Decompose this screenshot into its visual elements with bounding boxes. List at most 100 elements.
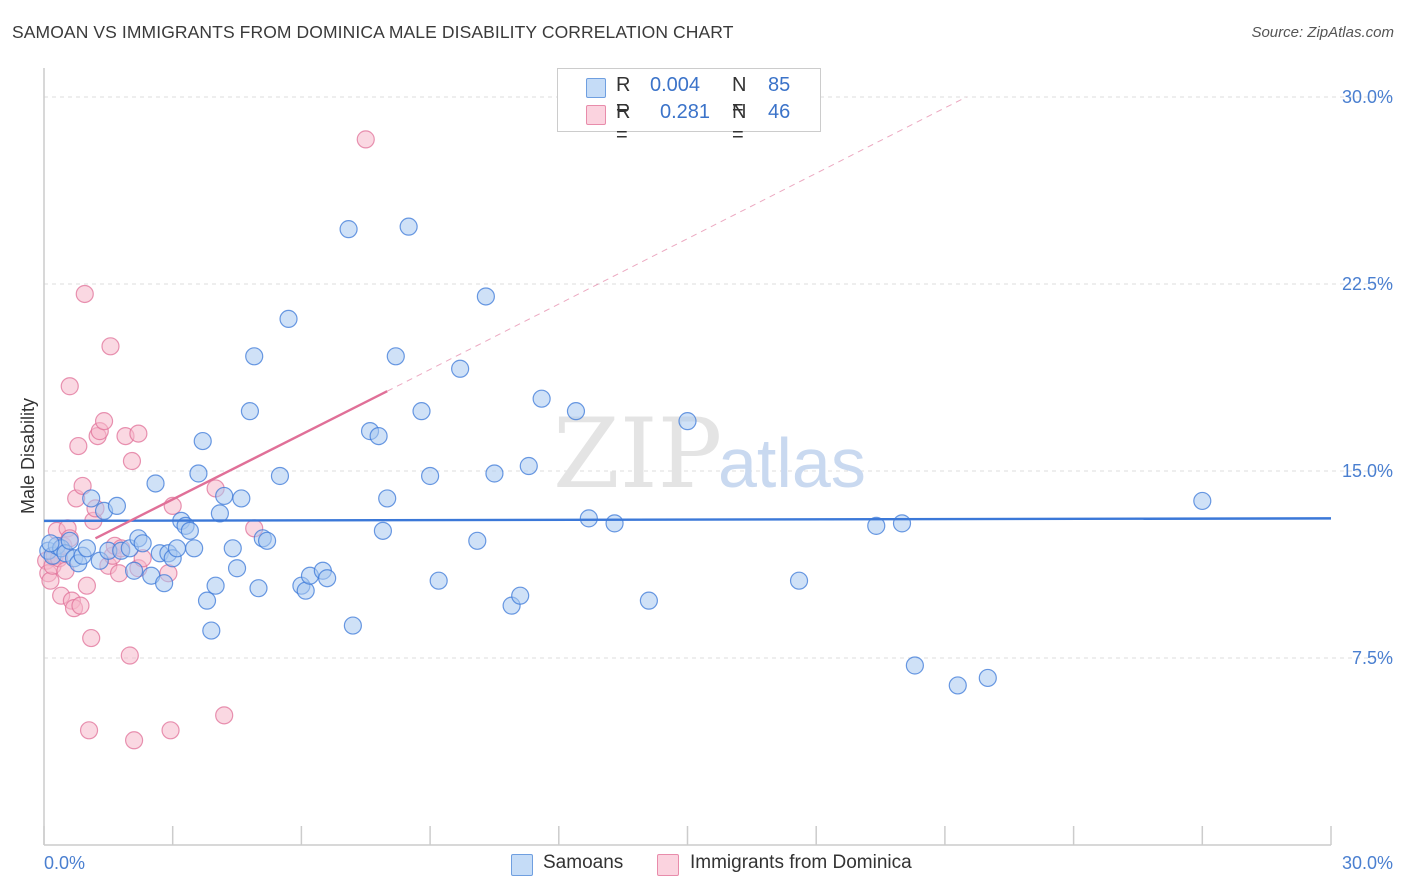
- samoans-point: [948, 676, 967, 695]
- dominica-trend-line: [94, 390, 388, 540]
- samoans-point: [240, 402, 260, 421]
- samoans-point: [197, 591, 217, 610]
- dominica-point: [356, 130, 375, 149]
- samoans-point: [206, 576, 225, 595]
- samoans-point: [369, 426, 388, 446]
- samoans-point: [978, 668, 997, 688]
- dominica-point: [79, 721, 99, 740]
- y-tick-label: 7.5%: [1352, 648, 1393, 668]
- samoans-point: [566, 402, 586, 421]
- samoans-point: [867, 516, 886, 535]
- samoans-point: [579, 509, 598, 528]
- legend-r-label: R =: [616, 101, 631, 146]
- samoans-point: [639, 591, 658, 610]
- samoans-point: [124, 561, 144, 580]
- samoans-point: [451, 359, 470, 378]
- samoans-trend-line: [43, 517, 1332, 523]
- y-tick-label: 15.0%: [1342, 461, 1393, 481]
- samoans-point: [905, 656, 924, 675]
- samoans-point: [318, 569, 337, 588]
- samoans-point: [107, 496, 127, 516]
- legend-r-value: 0.281: [660, 101, 711, 123]
- dominica-point: [73, 476, 92, 496]
- samoans-point: [185, 539, 204, 558]
- samoans-point: [789, 571, 809, 590]
- dominica-point: [124, 731, 144, 750]
- samoans-point: [532, 389, 551, 408]
- dominica-point: [101, 337, 120, 356]
- bottom-legend-label-samoans: Samoans: [543, 852, 624, 873]
- samoans-point: [232, 489, 251, 508]
- samoans-point: [476, 287, 495, 306]
- samoans-point: [386, 347, 405, 366]
- samoans-point: [193, 431, 212, 451]
- samoans-point: [257, 531, 277, 550]
- samoans-point: [339, 220, 358, 239]
- samoans-point: [249, 579, 268, 598]
- legend-n-value: 46: [768, 101, 791, 123]
- dominica-trend-extension: [386, 96, 967, 392]
- dominica-point: [82, 628, 101, 648]
- legend-r-label: R =: [616, 74, 631, 119]
- dominica-point: [109, 564, 129, 583]
- legend-n-label: N =: [732, 74, 747, 119]
- dominica-point: [69, 436, 88, 456]
- y-axis-label: Male Disability: [18, 398, 38, 514]
- y-tick-label: 30.0%: [1342, 87, 1393, 107]
- samoans-point: [399, 217, 418, 236]
- samoans-point: [77, 539, 97, 558]
- samoans-point: [296, 581, 315, 600]
- samoans-point: [343, 616, 362, 635]
- watermark: ZIP atlas: [553, 398, 866, 510]
- dominica-point: [161, 721, 180, 740]
- samoans-point: [485, 464, 504, 483]
- samoans-point: [155, 574, 174, 593]
- samoans-point: [245, 347, 264, 366]
- samoans-point: [202, 621, 221, 640]
- samoans-point: [210, 504, 229, 523]
- samoans-point: [468, 531, 487, 550]
- watermark-atlas: atlas: [718, 424, 866, 502]
- legend-swatch-dominica: [586, 105, 606, 125]
- axis-labels: 7.5% 15.0% 22.5% 30.0% 0.0% 30.0% Male Disabil…: [18, 87, 1393, 873]
- dominica-point: [60, 377, 79, 396]
- samoans-point: [180, 521, 199, 540]
- samoans-point: [133, 534, 152, 553]
- x-tick-label: 0.0%: [44, 853, 85, 873]
- chart-title: SAMOAN VS IMMIGRANTS FROM DOMINICA MALE …: [12, 22, 734, 42]
- y-tick-label: 22.5%: [1342, 274, 1393, 294]
- samoans-point: [223, 539, 242, 558]
- samoans-point: [373, 521, 393, 540]
- samoans-point: [270, 466, 290, 486]
- bottom-legend-swatch-dominica: [657, 854, 679, 876]
- legend-n-label: N =: [732, 101, 747, 146]
- dominica-point: [75, 284, 94, 304]
- legend-n-value: 85: [768, 74, 791, 96]
- dominica-point: [71, 596, 90, 615]
- samoans-point: [429, 571, 448, 590]
- samoans-point: [605, 514, 624, 533]
- bottom-legend-swatch-samoans: [511, 854, 533, 876]
- samoans-point: [227, 559, 247, 578]
- dominica-point: [77, 576, 97, 595]
- bottom-legend-label-dominica: Immigrants from Dominica: [690, 852, 912, 873]
- gridlines: [44, 96, 1393, 659]
- samoans-point: [892, 514, 912, 533]
- samoans-point: [421, 466, 440, 486]
- samoans-point: [189, 464, 208, 483]
- source-label: Source: ZipAtlas.com: [1251, 24, 1394, 41]
- samoans-point: [146, 474, 165, 493]
- samoans-point: [678, 412, 697, 431]
- dominica-point: [129, 424, 148, 443]
- dominica-point: [122, 451, 142, 471]
- trend-lines: [43, 96, 1332, 540]
- axes: [43, 68, 1332, 846]
- samoans-point: [82, 489, 101, 508]
- legend-r-value: 0.004: [650, 74, 701, 96]
- stats-legend: R = 0.004 N = 85 R = 0.281 N = 46: [557, 68, 821, 146]
- samoans-point: [41, 534, 60, 553]
- legend-swatch-samoans: [586, 78, 606, 98]
- dominica-point: [94, 412, 114, 431]
- dominica-point: [41, 571, 60, 590]
